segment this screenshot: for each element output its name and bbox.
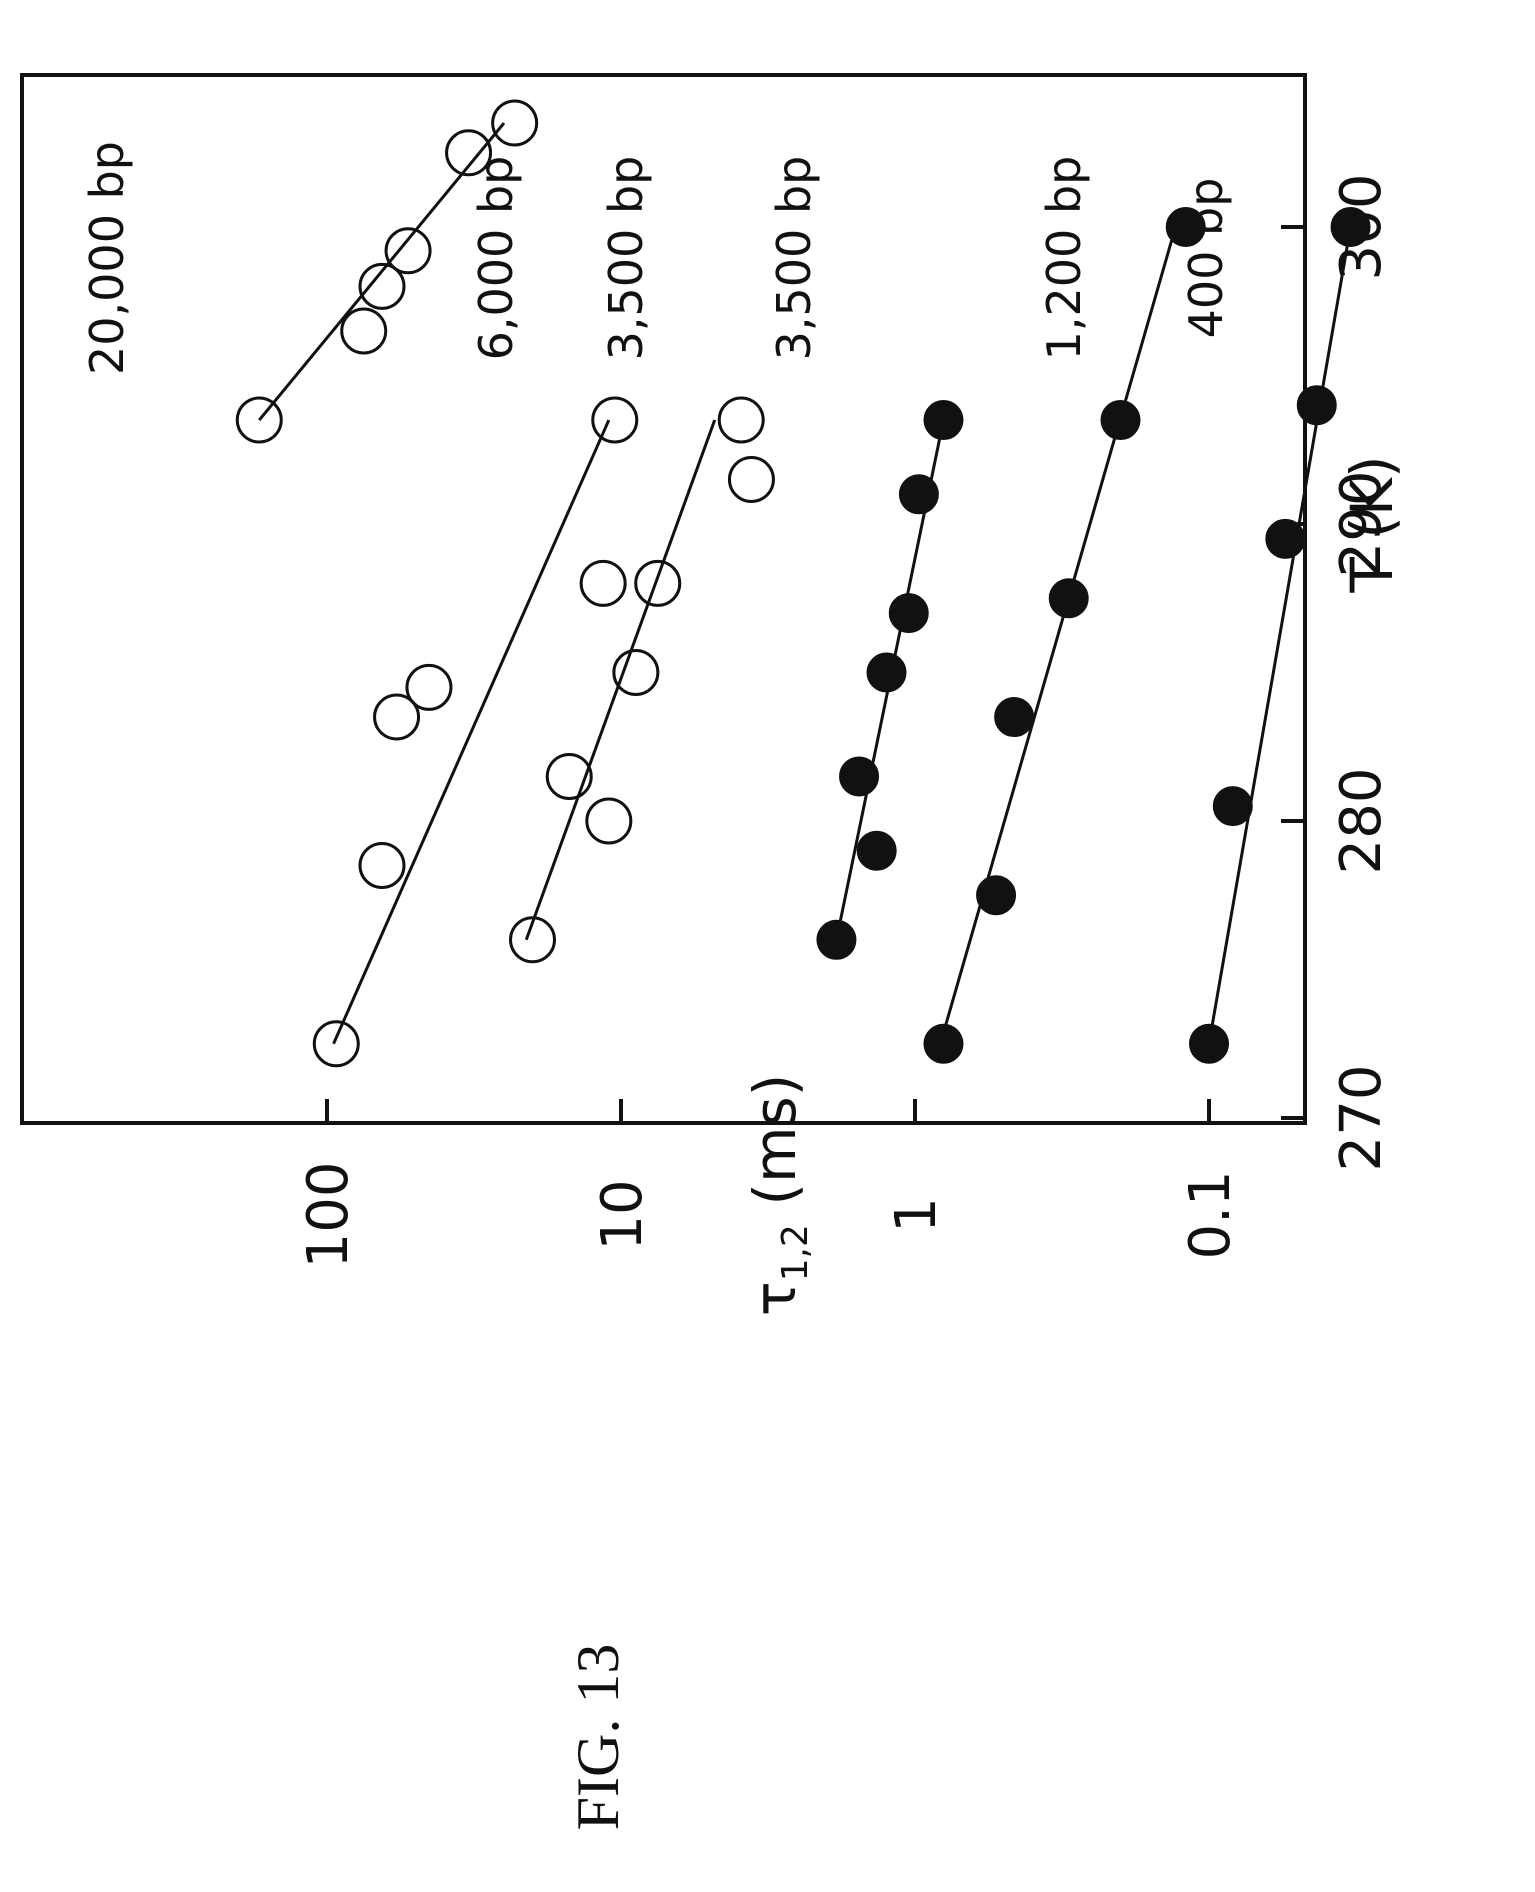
data-point-open: [545, 752, 593, 800]
data-point-filled: [1265, 518, 1306, 559]
data-point-open: [445, 129, 493, 177]
data-point-filled: [1189, 1023, 1229, 1064]
series-label: 400 bp: [1179, 178, 1233, 339]
series-fit-line: [332, 419, 611, 1045]
data-point-filled: [866, 652, 907, 693]
y-axis-symbol: τ: [741, 1281, 809, 1316]
plot-frame: [20, 73, 1307, 1125]
data-point-filled: [888, 593, 929, 634]
data-point-open: [312, 1020, 360, 1068]
y-axis-subscript: 1,2: [775, 1224, 816, 1281]
data-point-filled: [1212, 786, 1253, 827]
y-tick-label: 0.1: [1178, 1170, 1243, 1259]
data-point-filled: [856, 830, 897, 871]
x-tick-label: 280: [1329, 768, 1394, 875]
y-tick-label: 100: [296, 1162, 361, 1269]
data-point-open: [612, 649, 660, 696]
data-point-open: [717, 396, 765, 444]
y-tick-label: 10: [590, 1179, 655, 1250]
series-label: 1,200 bp: [1037, 156, 1091, 361]
data-point-open: [727, 455, 775, 503]
data-point-filled: [1296, 385, 1337, 426]
series-fit-line: [938, 226, 1177, 1045]
data-point-open: [491, 99, 539, 147]
data-point-open: [585, 797, 633, 845]
data-point-filled: [994, 697, 1035, 738]
plot-layer: 2702802903003101001010.1T (K)τ1,2 (ms)20…: [20, 73, 1406, 1317]
data-point-filled: [976, 875, 1017, 916]
data-point-open: [235, 396, 283, 444]
y-axis-title: τ1,2 (ms): [741, 1074, 816, 1317]
data-point-filled: [1330, 207, 1371, 247]
data-point-open: [384, 227, 432, 275]
data-point-open: [405, 663, 453, 711]
data-point-open: [634, 559, 682, 607]
data-point-filled: [839, 756, 880, 797]
y-tick-label: 1: [884, 1197, 949, 1233]
data-point-filled: [1100, 400, 1141, 441]
data-point-open: [358, 842, 406, 890]
x-tick-label: 290: [1329, 471, 1394, 578]
data-point-open: [579, 559, 627, 607]
data-point-filled: [1048, 578, 1089, 619]
data-point-filled: [816, 919, 857, 960]
series-fit-line: [524, 419, 717, 941]
x-tick-label: 270: [1329, 1065, 1394, 1172]
data-point-open: [591, 396, 639, 444]
y-axis-unit: (ms): [741, 1074, 809, 1224]
figure-caption: FIG. 13: [565, 1644, 631, 1831]
series-label: 6,000 bp: [469, 156, 523, 361]
data-point-open: [373, 693, 421, 741]
data-point-filled: [1165, 207, 1206, 247]
data-point-open: [340, 307, 388, 355]
series-label: 3,500 bp: [599, 156, 653, 361]
series-fit-line: [258, 122, 506, 422]
x-axis-title: T (K): [1338, 455, 1406, 593]
data-point-open: [358, 262, 406, 310]
data-point-filled: [898, 474, 939, 515]
series-label: 3,500 bp: [767, 156, 821, 361]
data-point-open: [508, 916, 556, 964]
data-point-filled: [923, 1023, 964, 1064]
series-fit-line: [1207, 226, 1353, 1045]
data-point-filled: [923, 400, 964, 441]
series-label: 20,000 bp: [80, 141, 134, 375]
